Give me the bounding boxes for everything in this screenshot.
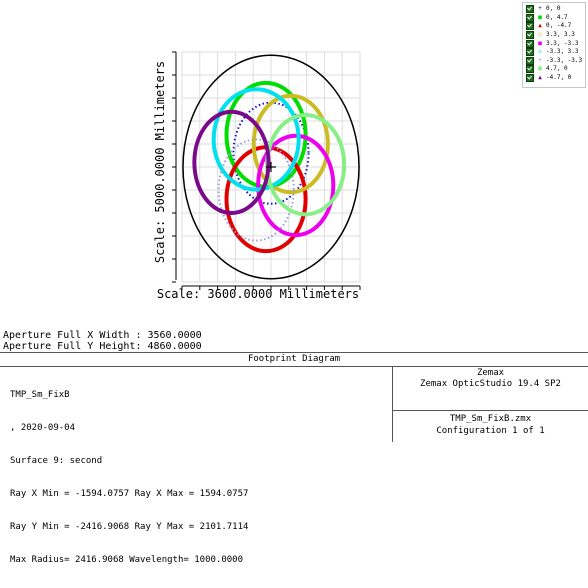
legend-marker-icon: + <box>538 5 542 13</box>
info-details: TMP_Sm_FixB , 2020-09-04 Surface 9: seco… <box>10 368 248 588</box>
company-name: Zemax <box>476 368 505 378</box>
footprint-8 <box>192 109 271 215</box>
legend-label: 0, 4.7 <box>546 13 568 21</box>
checkbox-icon[interactable] <box>526 22 534 31</box>
legend-label: 3.3, 3.3 <box>546 31 575 39</box>
info-divider <box>392 410 588 411</box>
configuration: Configuration 1 of 1 <box>436 426 545 436</box>
info-vendor: Zemax Zemax OpticStudio 19.4 SP2 <box>393 368 588 390</box>
legend-marker-icon: ◇ <box>538 48 542 56</box>
legend-label: 0, -4.7 <box>546 22 572 30</box>
file-name: TMP_Sm_FixB.zmx <box>449 414 532 424</box>
checkbox-icon[interactable] <box>526 13 534 22</box>
legend-marker-icon: ○ <box>538 31 542 39</box>
legend-item[interactable]: ▲ -4.7, 0 <box>526 74 585 83</box>
legend-label: 0, 0 <box>546 5 561 13</box>
legend-item[interactable]: ■ 4.7, 0 <box>526 65 585 74</box>
footprint-6 <box>217 138 295 242</box>
info-line: Surface 9: second <box>10 456 103 466</box>
footprint-plot: Scale: 5000.0000 Millimeters Scale: 3600… <box>153 51 361 301</box>
legend-item[interactable]: ○ 3.3, 3.3 <box>526 31 585 40</box>
footprint-4 <box>256 133 336 238</box>
info-line: Max Radius= 2416.9068 Wavelength= 1000.0… <box>10 555 243 565</box>
legend-item[interactable]: + -3.3, -3.3 <box>526 56 585 66</box>
checkbox-icon[interactable] <box>526 56 534 65</box>
beam-footprints <box>192 80 347 254</box>
legend-marker-icon: ▲ <box>538 22 542 30</box>
legend-marker-icon: ■ <box>538 13 542 21</box>
checkbox-icon[interactable] <box>526 39 534 48</box>
legend-item[interactable]: ◇ -3.3, 3.3 <box>526 48 585 57</box>
aperture-outline <box>182 54 360 280</box>
center-cross <box>266 162 276 172</box>
legend-label: 3.3, -3.3 <box>546 39 579 47</box>
legend-item[interactable]: ■ 3.3, -3.3 <box>526 39 585 48</box>
x-axis-label: Scale: 3600.0000 Millimeters <box>157 287 359 301</box>
legend-label: -4.7, 0 <box>546 74 572 82</box>
info-line: TMP_Sm_FixB <box>10 390 70 400</box>
legend-label: -3.3, 3.3 <box>546 48 579 56</box>
footprint-3 <box>251 93 330 195</box>
checkbox-icon[interactable] <box>526 48 534 57</box>
checkbox-icon[interactable] <box>526 31 534 40</box>
checkbox-icon[interactable] <box>526 74 534 83</box>
legend-marker-icon: ■ <box>538 39 542 47</box>
y-axis-label: Scale: 5000.0000 Millimeters <box>153 61 167 263</box>
legend-item[interactable]: ▲ 0, -4.7 <box>526 22 585 31</box>
legend-item[interactable]: +0, 0 <box>526 5 585 14</box>
legend-label: 4.7, 0 <box>546 65 568 73</box>
plot-axes <box>172 51 361 290</box>
footprint-5 <box>211 87 301 192</box>
info-file: TMP_Sm_FixB.zmx Configuration 1 of 1 <box>393 413 588 437</box>
legend-marker-icon: ■ <box>538 65 542 73</box>
info-line: Ray Y Min = -2416.9068 Ray Y Max = 2101.… <box>10 522 249 532</box>
info-title: Footprint Diagram <box>0 353 588 367</box>
legend-marker-icon: ▲ <box>538 74 542 82</box>
info-divider <box>392 367 393 442</box>
legend: +0, 0 ■ 0, 4.7 ▲ 0, -4.7 ○ 3.3, 3.3 ■ 3.3, -3.3 ◇… <box>522 2 586 88</box>
legend-item[interactable]: ■ 0, 4.7 <box>526 13 585 23</box>
aperture-x-width: Aperture Full X Width : 3560.0000 <box>3 330 202 341</box>
checkbox-icon[interactable] <box>526 65 534 74</box>
info-box: Footprint Diagram TMP_Sm_FixB , 2020-09-… <box>0 352 588 565</box>
legend-label: -3.3, -3.3 <box>546 56 583 64</box>
aperture-y-height: Aperture Full Y Height: 4860.0000 <box>3 341 202 352</box>
info-line: , 2020-09-04 <box>10 423 76 433</box>
checkbox-icon[interactable] <box>526 5 534 14</box>
legend-marker-icon: + <box>538 56 542 64</box>
info-line: Ray X Min = -1594.0757 Ray X Max = 1594.… <box>10 489 249 499</box>
product-name: Zemax OpticStudio 19.4 SP2 <box>420 379 561 389</box>
